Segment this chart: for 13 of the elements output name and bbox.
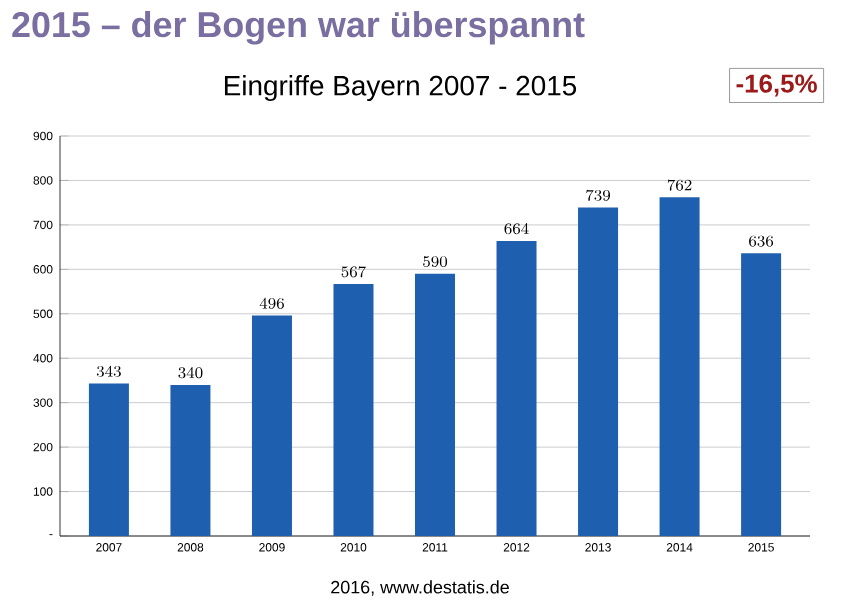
chart-subtitle: Eingriffe Bayern 2007 - 2015 [224, 75, 577, 102]
bar [88, 383, 129, 536]
bar [333, 284, 374, 536]
bar [251, 315, 292, 536]
bar [578, 207, 619, 536]
text: -16,5% [736, 74, 817, 97]
chart-title: 2015 – der Bogen war überspannt [12, 11, 585, 45]
bar [659, 197, 700, 536]
bar [415, 273, 455, 536]
bar [741, 253, 782, 536]
text: 2016, www.destatis.de [331, 580, 509, 596]
bar [170, 384, 211, 536]
bar [496, 240, 537, 536]
